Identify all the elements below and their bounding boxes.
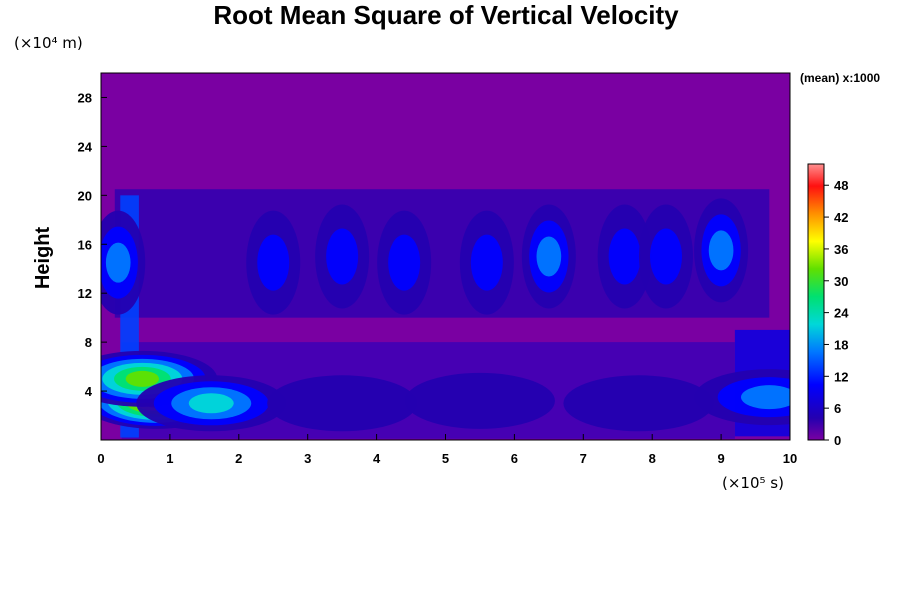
colorbar: 0 6 12 18 24 30 36 42 48: [807, 163, 849, 448]
field-contour: [563, 375, 714, 432]
colorbar-note: (mean) x:1000: [800, 71, 880, 85]
y-tick-label: 20: [78, 188, 92, 203]
field-contour: [708, 230, 734, 271]
colorbar-tick-label: 30: [834, 274, 848, 289]
y-tick-label: 4: [85, 384, 93, 399]
field-contour: [470, 234, 503, 291]
field-contour: [188, 393, 234, 414]
x-tick-label: 0: [97, 451, 104, 466]
x-axis: 0 1 2 3 4 5 6 7 8 9 10: [97, 434, 797, 466]
field-contour: [388, 234, 421, 291]
colorbar-gradient: [807, 163, 825, 441]
x-tick-label: 8: [649, 451, 656, 466]
colorbar-tick-label: 42: [834, 210, 848, 225]
x-tick-label: 6: [511, 451, 518, 466]
field-contour: [404, 372, 555, 429]
field-contour: [649, 228, 682, 285]
x-tick-label: 2: [235, 451, 242, 466]
colorbar-tick-label: 6: [834, 401, 841, 416]
colorbar-tick-label: 36: [834, 242, 848, 257]
y-tick-label: 24: [78, 139, 93, 154]
field-contour: [741, 385, 790, 410]
colorbar-tick-label: 18: [834, 337, 848, 352]
x-tick-label: 10: [783, 451, 797, 466]
y-axis-label: Height: [32, 227, 54, 290]
chart-title: Root Mean Square of Vertical Velocity: [213, 0, 679, 30]
y-tick-label: 12: [78, 286, 92, 301]
field-contour: [536, 236, 562, 277]
colorbar-tick-label: 48: [834, 178, 848, 193]
field-contour: [267, 375, 418, 432]
x-tick-label: 7: [580, 451, 587, 466]
field-contour: [326, 228, 359, 285]
field-contour: [608, 228, 641, 285]
x-unit-label: (×10⁵ s): [722, 474, 784, 492]
colorbar-ticks: 0 6 12 18 24 30 36 42 48: [824, 178, 849, 448]
y-unit-label: (×10⁴ m): [14, 34, 83, 52]
x-tick-label: 1: [166, 451, 173, 466]
velocity-field: [101, 189, 790, 439]
field-contour: [257, 234, 290, 291]
colorbar-tick-label: 0: [834, 433, 841, 448]
x-tick-label: 3: [304, 451, 311, 466]
x-tick-label: 9: [717, 451, 724, 466]
y-tick-label: 16: [78, 237, 92, 252]
y-axis: 4 8 12 16 20 24 28: [78, 90, 107, 399]
y-tick-label: 8: [85, 335, 92, 350]
field-contour: [105, 242, 131, 283]
x-tick-label: 5: [442, 451, 449, 466]
colorbar-tick-label: 24: [834, 306, 849, 321]
field-contour: [125, 370, 160, 387]
colorbar-tick-label: 12: [834, 369, 848, 384]
y-tick-label: 28: [78, 90, 92, 105]
x-tick-label: 4: [373, 451, 381, 466]
